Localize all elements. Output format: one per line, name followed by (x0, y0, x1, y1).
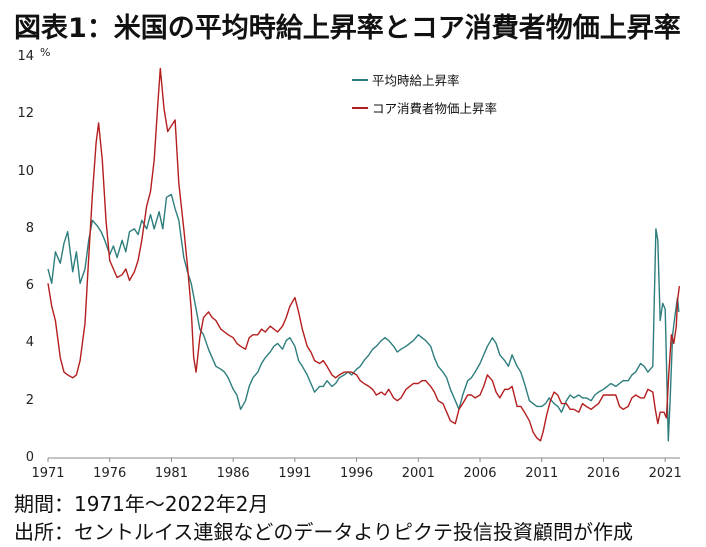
legend-item-wage: 平均時給上昇率 (352, 70, 460, 89)
y-tick-label: 0 (25, 450, 34, 465)
x-tick-label: 1991 (278, 466, 312, 481)
series-line-wage (47, 193, 680, 442)
legend-label-core-cpi: コア消費者物価上昇率 (372, 101, 498, 116)
x-tick-label: 2011 (525, 466, 559, 481)
y-axis-unit: % (40, 46, 51, 59)
legend-swatch-wage (352, 78, 368, 81)
y-tick-label: 12 (17, 106, 34, 122)
x-tick-label: 2006 (463, 466, 497, 481)
y-tick-label: 8 (25, 220, 34, 236)
x-tick-label: 2021 (648, 466, 682, 481)
x-tick-label: 1996 (340, 466, 374, 481)
legend-label-wage: 平均時給上昇率 (372, 73, 460, 88)
x-tick-label: 1976 (93, 466, 127, 481)
chart-title: 図表1：米国の平均時給上昇率とコア消費者物価上昇率 (14, 13, 681, 44)
y-tick-label: 4 (25, 335, 34, 351)
x-tick-label: 1981 (154, 466, 188, 481)
x-tick-label: 2016 (586, 466, 621, 481)
x-tick-label: 1971 (31, 466, 65, 481)
series-line-core-cpi (47, 67, 681, 442)
y-tick-label: 6 (25, 278, 34, 294)
y-tick-label: 10 (17, 163, 34, 179)
x-tick-label: 2001 (401, 466, 435, 481)
x-tick-label: 1986 (216, 466, 250, 481)
footer-source: 出所：セントルイス連銀などのデータよりピクテ投信投資顧問が作成 (14, 520, 633, 544)
legend-swatch-core-cpi (352, 106, 368, 109)
legend-item-core-cpi: コア消費者物価上昇率 (352, 98, 497, 117)
y-tick-label: 2 (25, 392, 34, 408)
y-tick-label: 14 (17, 49, 34, 64)
footer-period: 期間：1971年～2022年2月 (14, 492, 269, 516)
